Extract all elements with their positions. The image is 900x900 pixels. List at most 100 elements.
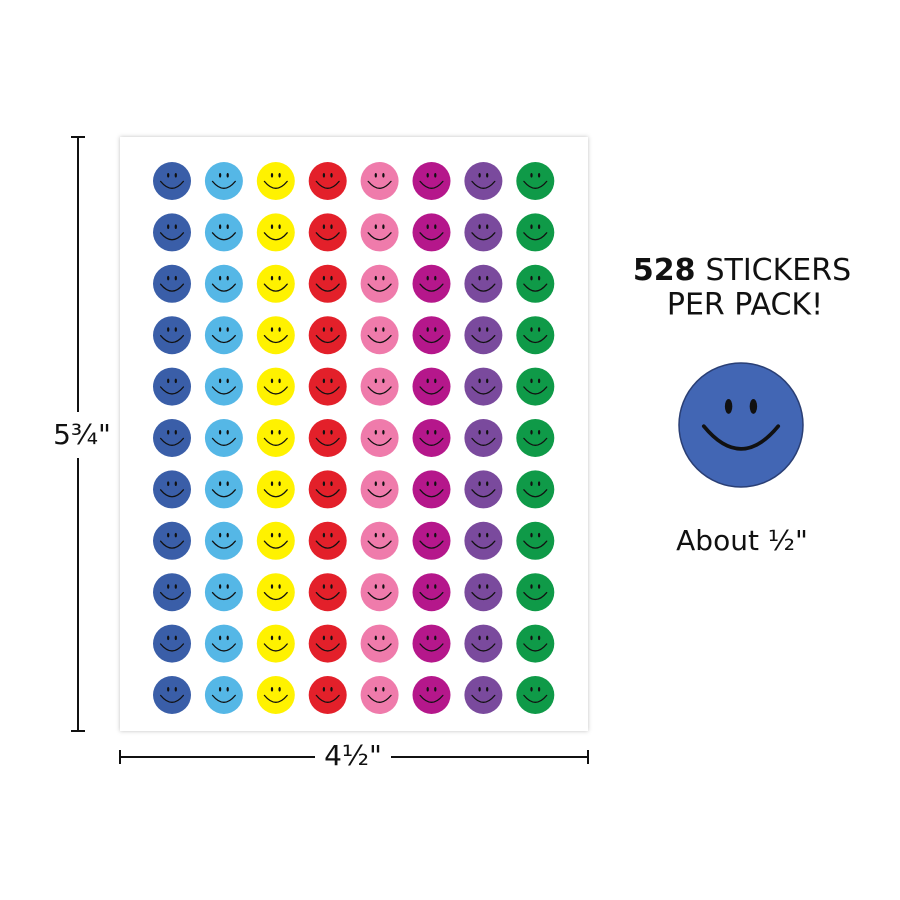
sticker-face — [308, 521, 347, 560]
eye — [226, 327, 229, 332]
eye — [426, 327, 429, 332]
smile — [419, 283, 444, 292]
size-caption: About ½" — [676, 524, 808, 557]
sticker — [360, 367, 399, 406]
smile — [211, 540, 236, 549]
sticker — [204, 367, 243, 406]
eye — [278, 584, 281, 589]
eye — [434, 532, 437, 538]
eye — [374, 430, 377, 435]
eye — [478, 173, 481, 178]
eye — [330, 327, 333, 332]
smile — [419, 437, 444, 446]
eye — [167, 687, 170, 692]
eye — [322, 430, 326, 435]
eye — [382, 378, 385, 384]
smile — [471, 232, 496, 241]
eye — [322, 635, 326, 641]
eye — [226, 173, 229, 178]
eye — [530, 275, 533, 281]
eye — [226, 481, 229, 486]
smile — [419, 694, 444, 703]
eye — [537, 481, 541, 486]
sticker — [308, 470, 347, 509]
eye — [278, 687, 281, 692]
sticker — [412, 264, 451, 303]
sticker-face — [308, 624, 347, 663]
eye — [426, 635, 429, 641]
smile — [315, 180, 340, 189]
sticker-face — [360, 264, 399, 303]
eye — [218, 224, 222, 229]
eye — [167, 481, 170, 486]
smile — [315, 591, 340, 601]
smile — [211, 489, 236, 498]
eye — [330, 378, 333, 384]
sticker — [256, 470, 295, 509]
eye — [330, 635, 333, 641]
eye — [226, 378, 229, 384]
smile — [419, 643, 444, 652]
smile — [263, 232, 288, 241]
sticker-face — [678, 362, 804, 488]
sticker — [153, 264, 191, 303]
sticker — [308, 264, 347, 303]
sticker-face — [360, 470, 399, 509]
eye — [537, 327, 541, 332]
eye — [167, 635, 170, 641]
eye — [530, 378, 533, 384]
smile — [315, 643, 340, 652]
eye — [218, 275, 222, 281]
smile — [367, 489, 392, 498]
eye — [374, 687, 377, 692]
sticker — [204, 213, 243, 252]
sticker — [256, 162, 295, 200]
sticker-face — [204, 367, 243, 406]
sticker — [204, 162, 243, 200]
smile — [523, 694, 548, 703]
width-label: 4½" — [324, 739, 382, 772]
eye — [382, 687, 385, 692]
smile — [315, 334, 340, 344]
sticker-face — [256, 316, 295, 355]
sticker-face — [204, 419, 243, 457]
eye — [270, 635, 274, 641]
sticker-face — [516, 573, 555, 612]
sticker-sheet — [120, 137, 588, 731]
sticker-face — [153, 316, 191, 355]
eye — [322, 532, 326, 538]
sticker — [153, 676, 191, 714]
eye — [426, 173, 429, 178]
sticker — [256, 213, 295, 252]
eye — [226, 635, 229, 641]
smile — [419, 232, 444, 241]
smile — [159, 694, 185, 703]
label-bg — [315, 738, 391, 776]
sticker-face — [412, 264, 451, 303]
sticker-face — [360, 521, 399, 560]
sticker — [464, 573, 503, 612]
sticker — [516, 367, 555, 406]
eye — [530, 173, 533, 178]
eye — [278, 635, 281, 641]
sticker — [412, 419, 451, 457]
eye — [174, 687, 177, 692]
eye — [167, 173, 170, 178]
sticker — [308, 573, 347, 612]
smile — [471, 334, 496, 344]
eye — [486, 481, 489, 486]
eye — [270, 687, 274, 692]
eye — [218, 532, 222, 538]
smile — [211, 283, 236, 292]
sticker — [153, 213, 191, 252]
smile — [263, 694, 288, 703]
eye — [218, 687, 222, 692]
sticker — [256, 573, 295, 612]
sticker — [256, 419, 295, 457]
eye — [426, 275, 429, 281]
eye — [218, 584, 222, 589]
sticker — [464, 624, 503, 663]
sticker-face — [308, 316, 347, 355]
sticker-face — [360, 162, 399, 200]
